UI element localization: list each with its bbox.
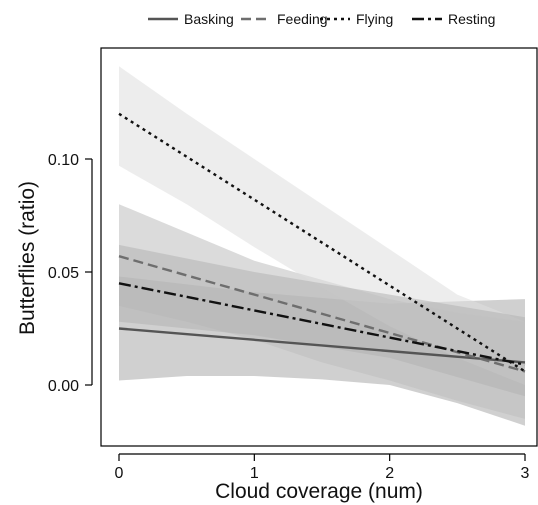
x-tick-label: 0 [115, 465, 124, 482]
x-tick-label: 1 [250, 465, 259, 482]
x-tick-label: 3 [521, 465, 530, 482]
plot-border [100, 47, 538, 447]
legend-label-basking: Basking [184, 11, 234, 27]
series-line-basking [118, 327, 526, 364]
series-line-flying [118, 112, 526, 373]
legend-label-flying: Flying [356, 11, 393, 27]
x-axis: 0 1 2 3 [115, 453, 530, 482]
x-tick-label: 2 [385, 465, 394, 482]
y-tick-label: 0.10 [48, 152, 79, 169]
legend: Basking Feeding Flying Resting [148, 11, 495, 27]
confidence-bands [119, 66, 525, 426]
plot-panel [100, 47, 538, 447]
ci-band-resting [119, 244, 525, 397]
y-axis-title: Butterflies (ratio) [16, 181, 39, 335]
series-line-resting [118, 282, 526, 366]
legend-label-feeding: Feeding [277, 11, 328, 27]
x-axis-title: Cloud coverage (num) [215, 480, 423, 503]
y-tick-label: 0.05 [48, 265, 79, 282]
y-axis: 0.00 0.05 0.10 [48, 152, 93, 395]
series-lines [118, 112, 526, 373]
legend-label-resting: Resting [448, 11, 495, 27]
y-tick-label: 0.00 [48, 378, 79, 395]
